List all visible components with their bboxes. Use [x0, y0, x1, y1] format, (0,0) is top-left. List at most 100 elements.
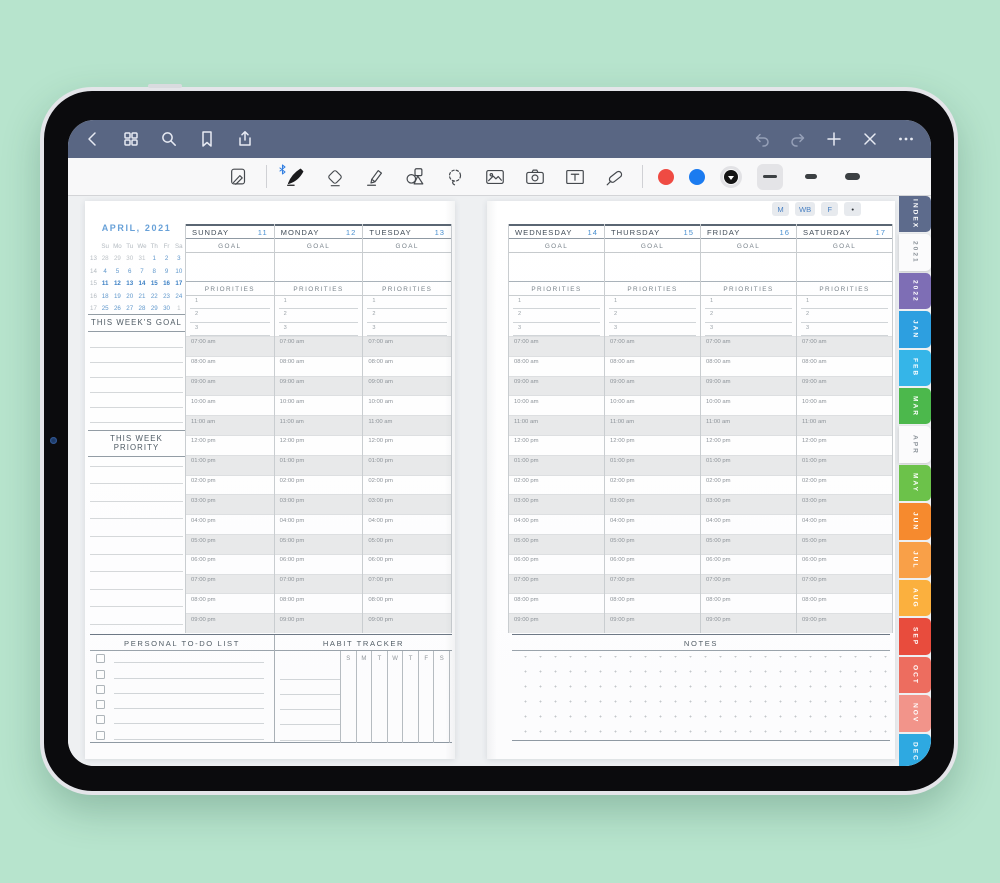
view-button-m[interactable]: M: [772, 202, 789, 216]
habit-name-line[interactable]: [280, 682, 340, 695]
goal-input-area[interactable]: [274, 253, 363, 282]
side-tab-index[interactable]: INDEX: [899, 196, 931, 233]
calendar-day[interactable]: 11: [101, 280, 109, 288]
calendar-day[interactable]: 30: [126, 255, 134, 263]
time-slot[interactable]: 01:00 pm: [186, 454, 274, 475]
calendar-day[interactable]: 22: [150, 292, 158, 300]
ruled-line[interactable]: [90, 484, 183, 502]
time-slot[interactable]: 12:00 pm: [274, 434, 363, 455]
habit-name-line[interactable]: [280, 712, 340, 726]
calendar-day[interactable]: 27: [126, 305, 134, 313]
time-slot[interactable]: 07:00 pm: [186, 573, 274, 594]
side-tab-aug[interactable]: AUG: [899, 580, 931, 617]
undo-icon[interactable]: [753, 130, 771, 148]
time-slot[interactable]: 05:00 pm: [186, 534, 274, 554]
priority-line[interactable]: 3: [801, 323, 888, 336]
time-slot[interactable]: 12:00 pm: [363, 434, 452, 455]
habit-cell[interactable]: [433, 727, 451, 743]
time-slot[interactable]: 12:00 pm: [186, 434, 274, 455]
time-slot[interactable]: 07:00 am: [701, 335, 796, 356]
ruled-line[interactable]: [90, 348, 183, 363]
priority-line[interactable]: 2: [278, 309, 359, 323]
time-slot[interactable]: 09:00 am: [701, 375, 796, 396]
time-slot[interactable]: 01:00 pm: [605, 454, 700, 475]
habit-cell[interactable]: [371, 727, 387, 743]
priority-line[interactable]: 2: [609, 309, 696, 323]
habit-cell[interactable]: [340, 712, 356, 728]
time-slot[interactable]: 08:00 pm: [186, 593, 274, 613]
time-slot[interactable]: 08:00 am: [797, 355, 892, 376]
habit-cell[interactable]: [371, 681, 387, 697]
time-slot[interactable]: 03:00 pm: [363, 494, 452, 515]
todo-checkbox[interactable]: [96, 715, 105, 725]
time-slot[interactable]: 11:00 am: [186, 415, 274, 435]
habit-cell[interactable]: [433, 681, 451, 697]
calendar-day[interactable]: 28: [138, 305, 146, 313]
time-slot[interactable]: 07:00 am: [605, 335, 700, 356]
time-slot[interactable]: 09:00 am: [509, 375, 604, 396]
habit-name-line[interactable]: [280, 727, 340, 741]
side-tab-2021[interactable]: 2021: [899, 234, 931, 271]
time-slot[interactable]: 02:00 pm: [186, 474, 274, 495]
goal-input-area[interactable]: [701, 253, 796, 282]
calendar-day[interactable]: 20: [126, 292, 134, 300]
camera-tool-icon[interactable]: [522, 164, 547, 189]
time-slot[interactable]: 04:00 pm: [186, 514, 274, 534]
calendar-day[interactable]: 4: [103, 267, 107, 275]
calendar-day[interactable]: 28: [101, 255, 109, 263]
side-tab-2022[interactable]: 2022: [899, 272, 931, 310]
time-slot[interactable]: 04:00 pm: [274, 514, 363, 534]
habit-cell[interactable]: [386, 681, 403, 697]
habit-cell[interactable]: [355, 666, 372, 682]
habit-name-line[interactable]: [280, 697, 340, 711]
time-slot[interactable]: 06:00 pm: [363, 553, 452, 574]
ruled-line[interactable]: [90, 393, 183, 408]
eraser-tool-icon[interactable]: [322, 164, 347, 189]
time-slot[interactable]: 01:00 pm: [797, 454, 892, 475]
ruled-line[interactable]: [90, 519, 183, 537]
calendar-day[interactable]: 5: [115, 267, 120, 275]
time-slot[interactable]: 04:00 pm: [605, 514, 700, 534]
time-slot[interactable]: 06:00 pm: [701, 553, 796, 574]
time-slot[interactable]: 08:00 pm: [605, 593, 700, 613]
habit-cell[interactable]: [371, 696, 387, 713]
time-slot[interactable]: 04:00 pm: [701, 514, 796, 534]
priority-line[interactable]: 3: [367, 323, 448, 336]
time-slot[interactable]: 09:00 pm: [509, 613, 604, 634]
time-slot[interactable]: 03:00 pm: [797, 494, 892, 515]
time-slot[interactable]: 07:00 pm: [701, 573, 796, 594]
priority-line[interactable]: 3: [190, 323, 270, 336]
close-icon[interactable]: [861, 130, 879, 148]
todo-checkbox[interactable]: [96, 684, 105, 694]
ruled-line[interactable]: [90, 502, 183, 520]
tape-tool-icon[interactable]: [602, 164, 627, 189]
time-slot[interactable]: 11:00 am: [797, 415, 892, 435]
ruled-line[interactable]: [90, 449, 183, 467]
calendar-day[interactable]: 16: [163, 280, 170, 288]
habit-cell[interactable]: [371, 666, 387, 682]
side-tab-apr[interactable]: APR: [899, 426, 931, 463]
time-slot[interactable]: 09:00 pm: [186, 613, 274, 634]
pages-overview-icon[interactable]: [122, 130, 140, 148]
ruled-line[interactable]: [90, 590, 183, 608]
time-slot[interactable]: 08:00 am: [363, 355, 452, 376]
notes-dot-grid[interactable]: [512, 656, 890, 738]
side-tab-sep[interactable]: SEP: [899, 618, 931, 655]
habit-cell[interactable]: [340, 681, 356, 697]
calendar-day[interactable]: 23: [163, 292, 170, 300]
calendar-day[interactable]: 9: [164, 267, 169, 275]
calendar-day[interactable]: 21: [138, 292, 146, 300]
time-slot[interactable]: 08:00 am: [701, 355, 796, 376]
search-icon[interactable]: [160, 130, 178, 148]
time-slot[interactable]: 05:00 pm: [274, 534, 363, 554]
priority-line[interactable]: 1: [278, 296, 359, 310]
time-slot[interactable]: 07:00 am: [274, 335, 363, 356]
goal-input-area[interactable]: [186, 253, 274, 282]
time-slot[interactable]: 09:00 am: [186, 375, 274, 396]
time-slot[interactable]: 09:00 pm: [605, 613, 700, 634]
time-slot[interactable]: 02:00 pm: [363, 474, 452, 495]
priority-line[interactable]: 3: [513, 323, 600, 336]
calendar-day[interactable]: 25: [101, 305, 109, 313]
todo-checkbox[interactable]: [96, 669, 105, 679]
time-slot[interactable]: 09:00 am: [797, 375, 892, 396]
